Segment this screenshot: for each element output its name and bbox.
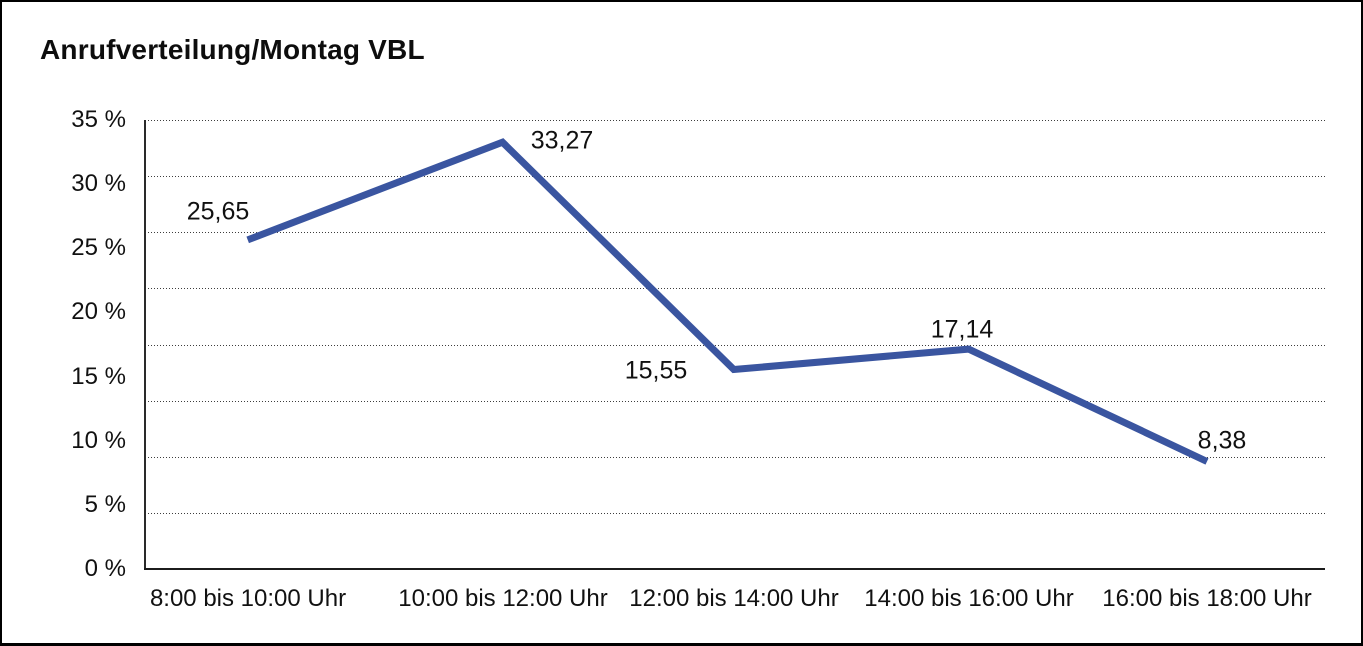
y-tick-label: 0 %	[84, 555, 126, 582]
x-tick-label: 16:00 bis 18:00 Uhr	[1102, 585, 1312, 612]
series-line	[246, 138, 1209, 465]
gridline	[145, 401, 1325, 402]
x-tick-label: 14:00 bis 16:00 Uhr	[864, 585, 1074, 612]
x-tick-label: 8:00 bis 10:00 Uhr	[149, 585, 347, 612]
x-axis-line	[144, 568, 1325, 570]
y-tick-label: 20 %	[71, 298, 126, 325]
data-point-label: 17,14	[930, 315, 994, 344]
data-point-label: 25,65	[186, 197, 250, 226]
gridline	[145, 457, 1325, 458]
y-tick-label: 35 %	[71, 106, 126, 133]
y-tick-label: 10 %	[71, 427, 126, 454]
y-tick-label: 5 %	[84, 491, 126, 518]
gridline	[145, 513, 1325, 514]
data-point-label: 33,27	[530, 126, 594, 155]
y-tick-label: 25 %	[71, 234, 126, 261]
gridline	[145, 176, 1325, 177]
gridline	[145, 288, 1325, 289]
data-point-label: 15,55	[624, 356, 688, 385]
y-axis-line	[144, 120, 146, 569]
data-point-label: 8,38	[1197, 426, 1247, 455]
gridline	[145, 345, 1325, 346]
x-tick-label: 10:00 bis 12:00 Uhr	[398, 585, 608, 612]
gridline	[145, 120, 1325, 121]
gridline	[145, 232, 1325, 233]
chart-title: Anrufverteilung/Montag VBL	[40, 34, 425, 65]
y-tick-label: 30 %	[71, 170, 126, 197]
y-tick-label: 15 %	[71, 363, 126, 390]
x-tick-label: 12:00 bis 14:00 Uhr	[629, 585, 839, 612]
